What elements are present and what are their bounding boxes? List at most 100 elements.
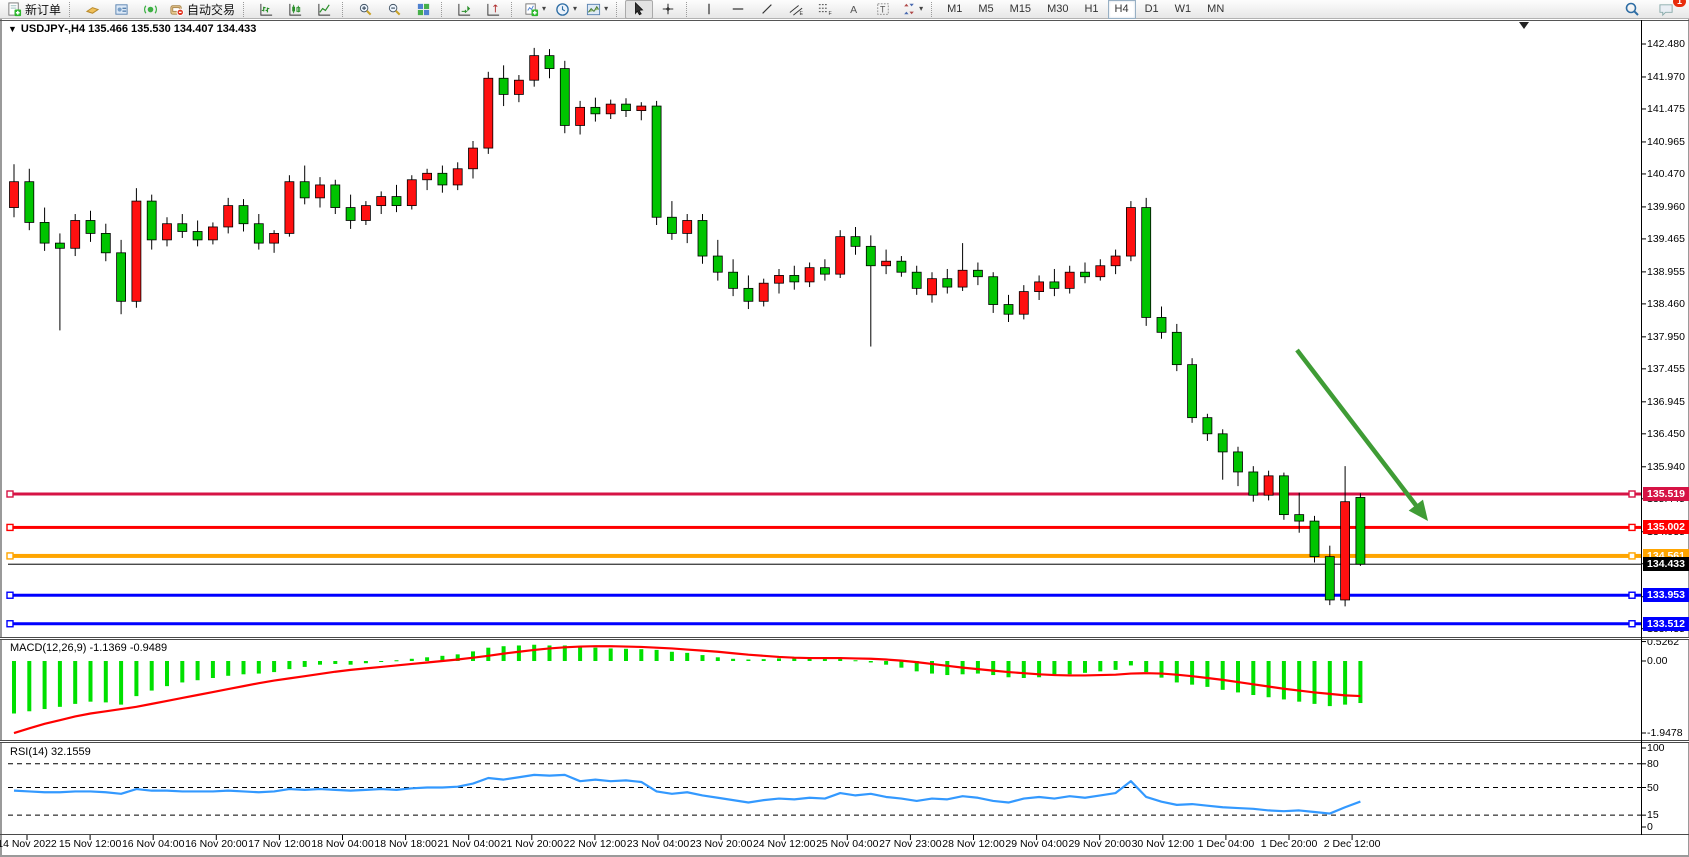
bearish-candle	[146, 200, 157, 241]
toolbar-separator	[931, 1, 935, 17]
timeframe-button-m15[interactable]: M15	[1009, 2, 1032, 15]
collapse-triangle-icon[interactable]: ▼	[8, 24, 17, 34]
bullish-candle	[1263, 475, 1274, 496]
templates-button[interactable]: ▾	[582, 0, 612, 19]
line-handle	[1628, 523, 1636, 532]
annotation-arrowhead	[1408, 499, 1428, 521]
new-order-button[interactable]: 新订单	[3, 0, 65, 19]
bullish-candle	[360, 205, 371, 221]
search-button[interactable]	[1618, 0, 1646, 19]
fibonacci-tool-button[interactable]: F	[811, 0, 839, 19]
horizontal-level-line-134.433[interactable]	[8, 563, 1641, 565]
timeframe-button-d1[interactable]: D1	[1144, 2, 1159, 15]
metaeditor-button[interactable]	[78, 0, 106, 19]
time-axis-label: 15 Nov 12:00	[58, 838, 122, 850]
timeframe-button-w1[interactable]: W1	[1174, 2, 1192, 15]
bearish-candle	[1171, 331, 1182, 366]
autotrading-icon	[170, 4, 184, 16]
bullish-candle	[1340, 501, 1350, 601]
line-handle	[6, 490, 14, 498]
macd-histogram-bar	[379, 661, 384, 662]
line-handle	[1628, 490, 1636, 498]
macd-histogram-bar	[409, 658, 414, 661]
macd-rsi-pane-separator[interactable]	[0, 740, 1689, 743]
dropdown-caret-icon: ▾	[919, 4, 924, 13]
timeframe-button-h4[interactable]: H4	[1107, 0, 1136, 19]
timeframe-button-m5[interactable]: M5	[978, 2, 994, 15]
autotrading-label: 自动交易	[187, 2, 236, 17]
auto-scroll-icon	[457, 3, 470, 16]
macd-histogram-bar	[822, 658, 827, 661]
arrows-tool-button[interactable]: ▾	[898, 0, 927, 19]
bearish-candle	[1202, 417, 1213, 435]
crosshair-tool-button[interactable]	[654, 0, 682, 19]
auto-scroll-button[interactable]	[450, 0, 478, 19]
bearish-candle	[865, 245, 876, 267]
time-axis-label: 16 Nov 04:00	[121, 838, 185, 850]
cursor-icon	[635, 2, 644, 16]
text-tool-button[interactable]: A	[840, 0, 868, 19]
zoom-in-button[interactable]	[351, 0, 379, 19]
timeframe-button-mn[interactable]: MN	[1207, 2, 1225, 15]
price-axis-label: 137.455	[1647, 362, 1685, 375]
bullish-candle	[9, 181, 19, 208]
horizontal-level-line-135.519[interactable]	[8, 492, 1641, 496]
price-axis-label: 142.480	[1647, 38, 1685, 50]
macd-histogram-bar	[180, 661, 185, 683]
toolbar-right-group: 1	[1618, 0, 1686, 19]
bullish-candle	[1064, 271, 1075, 289]
bullish-candle	[131, 200, 142, 302]
equidistant-channel-tool-button[interactable]: E	[782, 0, 810, 19]
macd-histogram-bar	[272, 661, 277, 673]
bearish-candle	[1217, 433, 1228, 453]
bearish-candle	[1049, 281, 1060, 289]
zoom-out-button[interactable]	[380, 0, 408, 19]
arrows-tool-icon	[904, 3, 914, 15]
signals-button[interactable]	[136, 0, 164, 19]
vertical-line-tool-button[interactable]	[695, 0, 723, 19]
line-chart-button[interactable]	[310, 0, 338, 19]
time-axis-label: 24 Nov 12:00	[752, 838, 816, 850]
bullish-candle	[927, 278, 937, 296]
macd-histogram-bar	[838, 658, 843, 661]
macd-histogram-bar	[1251, 661, 1256, 696]
trendline-tool-button[interactable]	[753, 0, 781, 19]
bearish-candle	[85, 220, 96, 234]
horizontal-line-tool-button[interactable]	[724, 0, 752, 19]
price-badge-135.519: 135.519	[1643, 487, 1689, 501]
horizontal-level-line-133.953[interactable]	[8, 593, 1641, 597]
horizontal-level-line-133.512[interactable]	[8, 622, 1641, 626]
notifications-button[interactable]: 1	[1652, 0, 1686, 19]
timeframe-button-h1[interactable]: H1	[1084, 2, 1099, 15]
chart-shift-button[interactable]	[479, 0, 507, 19]
line-chart-icon	[317, 3, 330, 16]
macd-histogram-bar	[1281, 661, 1286, 700]
bullish-candle	[514, 79, 524, 95]
autotrading-button[interactable]: 自动交易	[165, 0, 239, 19]
cursor-tool-button[interactable]	[625, 0, 654, 19]
horizontal-level-line-134.561[interactable]	[8, 553, 1641, 558]
toolbar-separator	[686, 1, 690, 17]
search-icon	[1625, 2, 1639, 16]
candlestick-chart-button[interactable]	[281, 0, 309, 19]
macd-histogram-bar	[761, 659, 766, 661]
text-label-tool-button[interactable]: T	[869, 0, 897, 19]
tile-windows-button[interactable]	[409, 0, 437, 19]
macd-histogram-bar	[945, 661, 950, 676]
bullish-candle	[758, 282, 769, 302]
timeframe-button-m30[interactable]: M30	[1047, 2, 1069, 15]
chart-window[interactable]	[0, 19, 1689, 857]
time-axis-label: 21 Nov 04:00	[437, 838, 500, 850]
add-indicator-button[interactable]: ▾	[520, 0, 550, 19]
bullish-candle	[881, 260, 891, 267]
macd-histogram-bar	[975, 661, 980, 674]
timeframe-button-m1[interactable]: M1	[947, 2, 963, 15]
macd-histogram-bar	[853, 660, 858, 662]
bar-chart-button[interactable]	[252, 0, 280, 19]
period-clock-button[interactable]: ▾	[551, 0, 581, 19]
horizontal-level-line-135.002[interactable]	[8, 525, 1641, 529]
market-watch-button[interactable]	[107, 0, 135, 19]
main-macd-pane-separator[interactable]	[0, 637, 1689, 640]
horizontal-line-icon	[732, 8, 744, 10]
